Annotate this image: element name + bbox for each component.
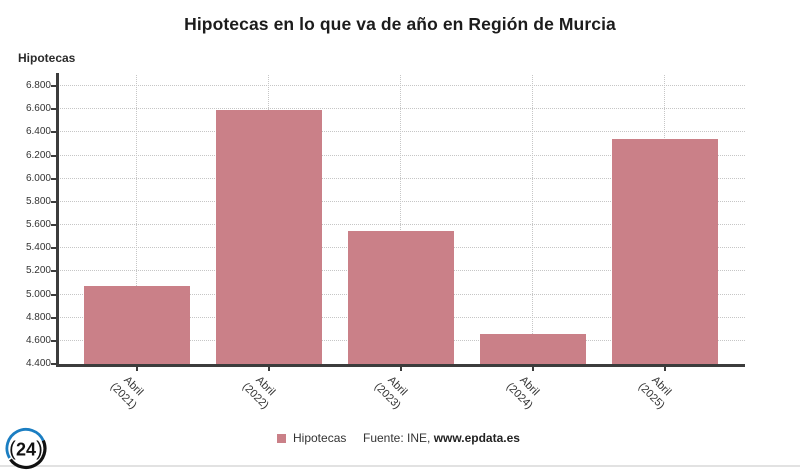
- y-axis-tick: [51, 154, 57, 157]
- x-axis-tick: [664, 366, 667, 371]
- y-axis-tick: [51, 224, 57, 226]
- y-gridline: [58, 108, 745, 110]
- legend-item-hipotecas[interactable]: Hipotecas: [277, 431, 346, 445]
- logo-right-paren: ): [36, 439, 43, 461]
- x-axis-line: [56, 364, 745, 367]
- y-axis-tick-label: 5.200: [25, 265, 51, 277]
- y-axis-tick: [51, 131, 57, 134]
- x-axis-tick: [532, 366, 535, 371]
- y-axis-tick: [51, 270, 57, 273]
- y-axis-line: [56, 73, 59, 366]
- y-axis-title: Hipotecas: [18, 51, 76, 65]
- y-axis-tick: [51, 316, 57, 319]
- bar[interactable]: [215, 110, 322, 364]
- y-axis-tick: [51, 293, 57, 296]
- y-axis-tick-label: 5.600: [25, 219, 51, 230]
- source-text: Fuente: INE, www.epdata.es: [363, 431, 520, 445]
- logo-24-icon: ( 24 ): [5, 427, 47, 470]
- y-gridline: [58, 224, 745, 225]
- logo-number: 24: [16, 440, 36, 460]
- footer-divider: [0, 465, 800, 467]
- y-axis-tick-label: 6.600: [25, 103, 51, 115]
- y-axis-tick-label: 4.400: [25, 358, 51, 369]
- legend-swatch: [277, 433, 286, 443]
- y-axis-tick-label: 6.000: [25, 172, 51, 184]
- y-axis-tick-label: 4.600: [25, 334, 51, 346]
- bar[interactable]: [480, 333, 587, 364]
- source-prefix: Fuente: INE,: [363, 431, 434, 445]
- source-site: www.epdata.es: [433, 431, 520, 445]
- y-axis-tick: [51, 200, 57, 203]
- y-axis-tick: [51, 363, 57, 365]
- x-gridline: [399, 75, 401, 364]
- y-axis-tick-label: 6.800: [25, 80, 51, 91]
- y-axis-tick: [51, 85, 57, 87]
- y-axis-tick: [51, 108, 57, 111]
- y-gridline: [58, 131, 745, 133]
- y-gridline: [58, 85, 745, 86]
- logo-left-paren: (: [9, 439, 16, 461]
- y-axis-tick-label: 6.400: [25, 126, 51, 138]
- legend-label: Hipotecas: [293, 431, 347, 445]
- x-gridline: [532, 75, 534, 364]
- y-axis-tick: [51, 247, 57, 250]
- y-axis-tick: [51, 339, 57, 342]
- y-gridline: [58, 200, 745, 202]
- x-axis-tick: [267, 366, 270, 371]
- bar[interactable]: [83, 286, 190, 364]
- y-gridline: [58, 154, 745, 156]
- y-gridline: [58, 177, 745, 179]
- chart-title: Hipotecas en lo que va de año en Región …: [184, 14, 616, 34]
- y-axis-tick: [51, 177, 57, 180]
- x-axis-tick: [135, 366, 138, 371]
- y-axis-tick-label: 5.000: [25, 288, 51, 300]
- y-axis-tick-label: 5.800: [25, 195, 51, 207]
- x-axis-tick: [399, 366, 402, 371]
- y-axis-tick-label: 4.800: [25, 311, 51, 323]
- bar[interactable]: [612, 139, 719, 364]
- x-gridline: [135, 75, 137, 364]
- y-axis-tick-label: 6.200: [25, 149, 51, 161]
- bar[interactable]: [347, 230, 454, 364]
- y-axis-tick-label: 5.400: [25, 242, 51, 254]
